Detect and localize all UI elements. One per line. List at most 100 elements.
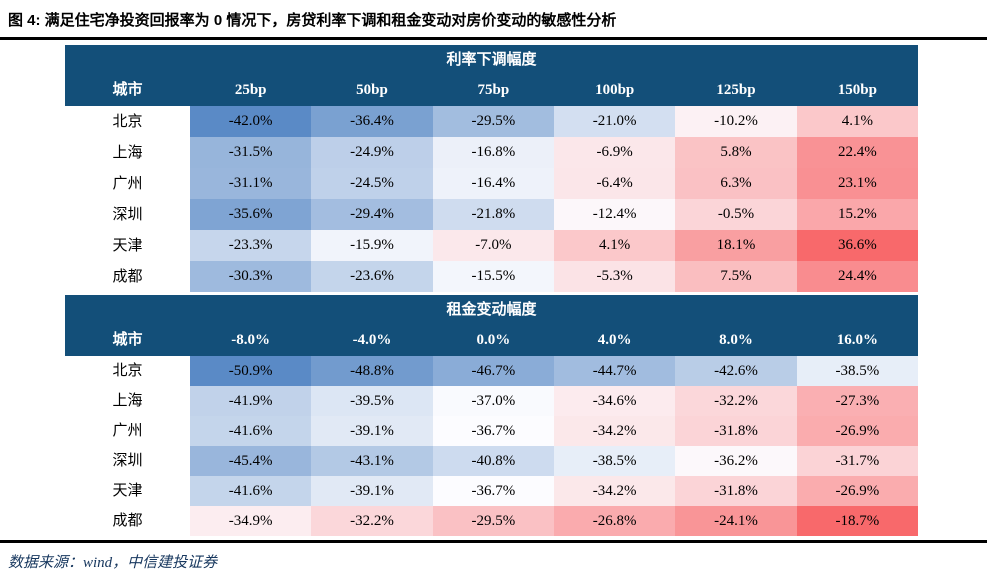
bottom-rule	[0, 540, 987, 543]
heatmap-cell: -16.4%	[432, 168, 554, 199]
column-header: 50bp	[311, 75, 433, 106]
heatmap-cell: 4.1%	[796, 106, 918, 137]
heatmap-cell: -31.5%	[190, 137, 312, 168]
column-header: -8.0%	[190, 325, 312, 356]
heatmap-cell: -15.5%	[432, 261, 554, 292]
heatmap-cell: -34.2%	[554, 416, 676, 446]
heatmap-cell: -18.7%	[796, 506, 918, 536]
heatmap-cell: 18.1%	[675, 230, 797, 261]
heatmap-cell: -29.4%	[311, 199, 433, 230]
heatmap-cell: -6.4%	[554, 168, 676, 199]
heatmap-cell: 15.2%	[796, 199, 918, 230]
column-header: 4.0%	[554, 325, 676, 356]
column-header: 150bp	[796, 75, 918, 106]
heatmap-cell: -44.7%	[554, 356, 676, 386]
row-label-city: 上海	[65, 386, 190, 416]
heatmap-cell: -40.8%	[432, 446, 554, 476]
heatmap-cell: -36.7%	[432, 416, 554, 446]
heatmap-cell: -26.8%	[554, 506, 676, 536]
row-label-city: 深圳	[65, 199, 190, 230]
column-header: 75bp	[432, 75, 554, 106]
heatmap-cell: -46.7%	[432, 356, 554, 386]
heatmap-cell: -16.8%	[432, 137, 554, 168]
heatmap-cell: -31.7%	[796, 446, 918, 476]
heatmap-cell: -21.0%	[554, 106, 676, 137]
heatmap-cell: -41.9%	[190, 386, 312, 416]
heatmap-cell: -27.3%	[796, 386, 918, 416]
heatmap-cell: -38.5%	[796, 356, 918, 386]
heatmap-cell: -35.6%	[190, 199, 312, 230]
heatmap-cell: -31.1%	[190, 168, 312, 199]
rate-cut-heatmap-table: 利率下调幅度 城市 25bp 50bp 75bp 100bp 125bp 150bp 北京 -…	[65, 45, 918, 292]
heatmap-cell: -36.7%	[432, 476, 554, 506]
heatmap-cell: -48.8%	[311, 356, 433, 386]
heatmap-cell: -43.1%	[311, 446, 433, 476]
sensitivity-tables: 利率下调幅度 城市 25bp 50bp 75bp 100bp 125bp 150bp 北京 -…	[65, 45, 918, 536]
table-title: 利率下调幅度	[65, 45, 918, 75]
heatmap-cell: -45.4%	[190, 446, 312, 476]
heatmap-cell: -38.5%	[554, 446, 676, 476]
heatmap-cell: 36.6%	[796, 230, 918, 261]
heatmap-cell: -50.9%	[190, 356, 312, 386]
row-label-city: 上海	[65, 137, 190, 168]
heatmap-cell: -21.8%	[432, 199, 554, 230]
heatmap-cell: -34.9%	[190, 506, 312, 536]
heatmap-cell: -5.3%	[554, 261, 676, 292]
heatmap-cell: -12.4%	[554, 199, 676, 230]
column-header: 25bp	[190, 75, 312, 106]
heatmap-cell: 23.1%	[796, 168, 918, 199]
heatmap-cell: -39.5%	[311, 386, 433, 416]
heatmap-cell: -34.6%	[554, 386, 676, 416]
heatmap-cell: -29.5%	[432, 506, 554, 536]
heatmap-cell: -24.9%	[311, 137, 433, 168]
row-label-city: 天津	[65, 476, 190, 506]
heatmap-cell: 7.5%	[675, 261, 797, 292]
figure-title: 图 4: 满足住宅净投资回报率为 0 情况下，房贷利率下调和租金变动对房价变动的…	[8, 12, 617, 29]
table-body: 北京 -50.9% -48.8% -46.7% -44.7% -42.6% -38.5% 上海…	[65, 356, 918, 536]
column-header: 0.0%	[432, 325, 554, 356]
column-header: 125bp	[675, 75, 797, 106]
heatmap-cell: -26.9%	[796, 476, 918, 506]
row-label-city: 天津	[65, 230, 190, 261]
heatmap-cell: -34.2%	[554, 476, 676, 506]
table-body: 北京 -42.0% -36.4% -29.5% -21.0% -10.2% 4.1% 上海 -3…	[65, 106, 918, 292]
heatmap-cell: -42.6%	[675, 356, 797, 386]
heatmap-cell: -29.5%	[432, 106, 554, 137]
heatmap-cell: 4.1%	[554, 230, 676, 261]
row-label-city: 广州	[65, 168, 190, 199]
column-header: 100bp	[554, 75, 676, 106]
heatmap-cell: -41.6%	[190, 416, 312, 446]
table-header-row: 城市 -8.0% -4.0% 0.0% 4.0% 8.0% 16.0%	[65, 325, 918, 356]
rent-change-heatmap-table: 租金变动幅度 城市 -8.0% -4.0% 0.0% 4.0% 8.0% 16.0% 北京 -…	[65, 295, 918, 536]
column-header: 8.0%	[675, 325, 797, 356]
heatmap-cell: -31.8%	[675, 476, 797, 506]
column-header: -4.0%	[311, 325, 433, 356]
heatmap-cell: -31.8%	[675, 416, 797, 446]
heatmap-cell: -15.9%	[311, 230, 433, 261]
heatmap-cell: -26.9%	[796, 416, 918, 446]
column-header: 16.0%	[796, 325, 918, 356]
heatmap-cell: -36.2%	[675, 446, 797, 476]
heatmap-cell: -37.0%	[432, 386, 554, 416]
heatmap-cell: -23.6%	[311, 261, 433, 292]
heatmap-cell: -39.1%	[311, 416, 433, 446]
heatmap-cell: -36.4%	[311, 106, 433, 137]
heatmap-cell: -42.0%	[190, 106, 312, 137]
row-label-city: 成都	[65, 261, 190, 292]
data-source-note: 数据来源：wind，中信建投证券	[8, 555, 218, 571]
heatmap-cell: -10.2%	[675, 106, 797, 137]
heatmap-cell: -39.1%	[311, 476, 433, 506]
row-label-city: 成都	[65, 506, 190, 536]
title-rule	[0, 37, 987, 40]
heatmap-cell: 5.8%	[675, 137, 797, 168]
row-label-city: 北京	[65, 356, 190, 386]
heatmap-cell: -0.5%	[675, 199, 797, 230]
heatmap-cell: -6.9%	[554, 137, 676, 168]
heatmap-cell: -32.2%	[311, 506, 433, 536]
heatmap-cell: -23.3%	[190, 230, 312, 261]
row-label-city: 北京	[65, 106, 190, 137]
heatmap-cell: -30.3%	[190, 261, 312, 292]
heatmap-cell: 24.4%	[796, 261, 918, 292]
heatmap-cell: 6.3%	[675, 168, 797, 199]
